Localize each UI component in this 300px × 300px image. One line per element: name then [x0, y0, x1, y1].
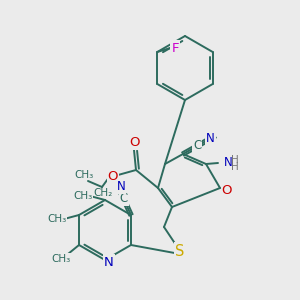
Text: CH₃: CH₃ [51, 254, 70, 264]
Text: H: H [231, 162, 239, 172]
Text: H: H [231, 155, 239, 165]
Text: N: N [104, 256, 114, 268]
Text: CH₃: CH₃ [74, 191, 93, 201]
Text: CH₃: CH₃ [74, 170, 94, 180]
Text: S: S [175, 244, 185, 259]
Text: F: F [172, 41, 179, 55]
Text: O: O [130, 136, 140, 148]
Text: O: O [108, 169, 118, 182]
Text: CH₂: CH₂ [93, 188, 112, 198]
Text: CH₃: CH₃ [47, 214, 67, 224]
Text: N: N [206, 132, 214, 145]
Text: C: C [193, 140, 202, 152]
Text: N: N [117, 181, 125, 194]
Text: C: C [120, 193, 128, 206]
Text: N: N [224, 155, 232, 169]
Text: O: O [222, 184, 232, 196]
